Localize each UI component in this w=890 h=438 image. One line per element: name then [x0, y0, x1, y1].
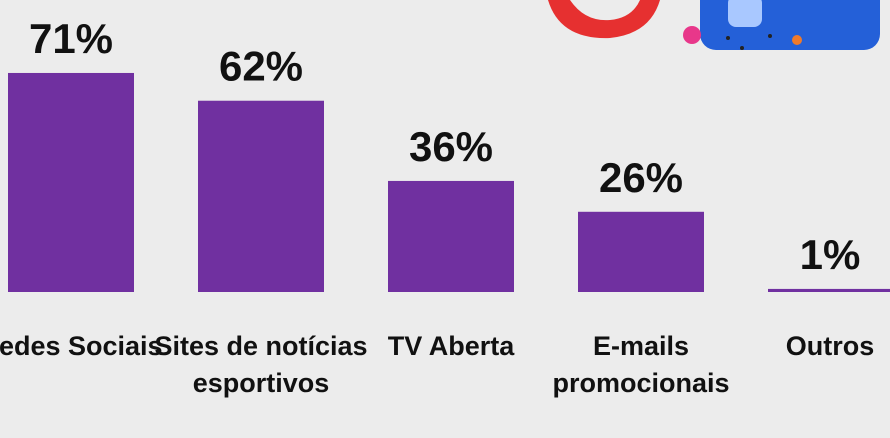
value-label: 36% — [409, 123, 493, 170]
decor-dot — [792, 35, 802, 45]
decor-block — [700, 0, 880, 50]
decor-dot — [726, 36, 730, 40]
value-label: 26% — [599, 154, 683, 201]
decor-dot — [683, 26, 701, 44]
decor-window — [728, 0, 762, 27]
bar — [768, 288, 890, 292]
value-label: 1% — [800, 231, 861, 278]
category-label: Redes Sociais — [0, 331, 163, 361]
decor-dot — [768, 34, 772, 38]
decoration — [548, 0, 880, 50]
bar — [198, 100, 324, 292]
decor-ring-hole — [570, 0, 640, 21]
category-label: TV Aberta — [387, 331, 515, 361]
decor-dot — [740, 46, 744, 50]
value-label: 62% — [219, 43, 303, 90]
bar — [388, 180, 514, 292]
category-label: Outros — [785, 331, 875, 361]
category-label: Sites de notícias esportivos — [154, 331, 368, 398]
bar — [578, 211, 704, 292]
bar — [8, 72, 134, 292]
value-label: 71% — [29, 15, 113, 62]
category-label: E-mails promocionais — [552, 331, 730, 398]
